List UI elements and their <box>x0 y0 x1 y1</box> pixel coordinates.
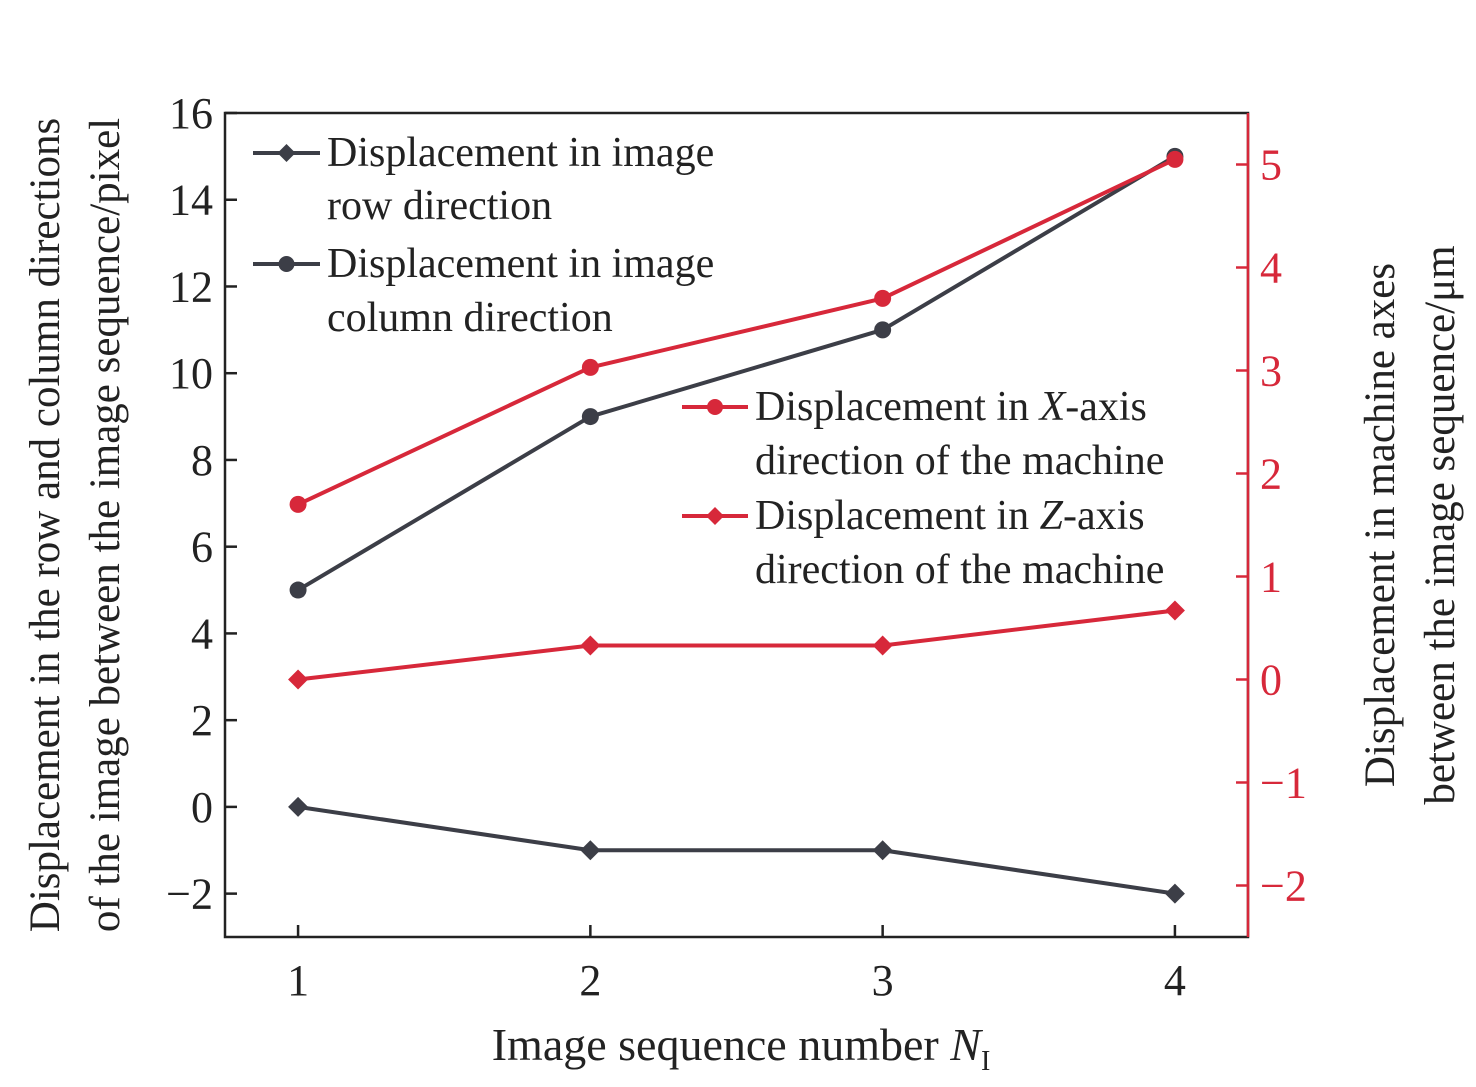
legend-x-axis-label-pre: Displacement in <box>755 384 1040 430</box>
data-point-column-direction <box>874 321 892 339</box>
legend-row-direction-label-line1: Displacement in image <box>327 130 714 176</box>
legend-item-column-direction: Displacement in image column direction <box>253 241 714 341</box>
y-right-tick-label: −2 <box>1260 862 1307 911</box>
y-right-tick-label: 3 <box>1260 347 1282 396</box>
legend-z-axis-label-line1: Displacement in Z-axis <box>755 493 1145 539</box>
y-right-axis-label-line2: between the image sequence/μm <box>1417 245 1464 804</box>
data-point-x-axis-machine <box>289 495 307 513</box>
legend-column-direction-label-line2: column direction <box>327 295 613 341</box>
legend-row-direction-label-line2: row direction <box>327 183 552 229</box>
x-axis-ticks: 1 2 3 4 <box>287 925 1186 1005</box>
y-left-tick-label: 8 <box>191 436 213 485</box>
legend-item-z-axis: Displacement in Z-axis direction of the … <box>682 493 1164 593</box>
y-right-tick-label: 2 <box>1260 450 1282 499</box>
y-left-axis-label-line1: Displacement in the row and column direc… <box>22 118 69 932</box>
data-point-z-axis-machine <box>1164 600 1185 621</box>
data-point-row-direction <box>288 796 309 817</box>
y-left-tick-label: 6 <box>191 523 213 572</box>
legend-x-axis-label-post: -axis <box>1065 384 1147 430</box>
legend-x-axis-label-italic: X <box>1038 384 1068 430</box>
y-left-tick-label: 4 <box>191 609 213 658</box>
y-right-axis-label-line1: Displacement in machine axes <box>1357 263 1404 787</box>
x-axis-label-symbol: N <box>949 1019 983 1070</box>
data-point-column-direction <box>581 408 599 426</box>
y-left-tick-label: 16 <box>169 89 213 138</box>
series-layer <box>288 147 1185 904</box>
y-right-tick-label: 4 <box>1260 244 1282 293</box>
data-point-row-direction <box>872 840 893 861</box>
data-point-row-direction <box>1164 883 1185 904</box>
right-axis-ticks: −2 −1 0 1 2 3 4 5 <box>1236 141 1307 911</box>
legend-z-axis-diamond-marker <box>706 507 724 525</box>
legend-z-axis-label-post: -axis <box>1063 493 1145 539</box>
y-left-axis-label: Displacement in the row and column direc… <box>22 118 129 932</box>
x-axis-label: Image sequence number NI <box>492 1019 991 1077</box>
series-z-axis-machine <box>288 600 1185 690</box>
y-right-tick-label: −1 <box>1260 759 1307 808</box>
left-axis-ticks: −2 0 2 4 6 8 10 12 14 16 <box>166 89 237 919</box>
data-point-column-direction <box>289 581 307 599</box>
y-right-tick-label: 0 <box>1260 656 1282 705</box>
legend-left: Displacement in image row direction Disp… <box>253 130 714 341</box>
series-x-axis-machine <box>289 150 1184 513</box>
y-left-tick-label: 10 <box>169 349 213 398</box>
legend-x-axis-label-line1: Displacement in X-axis <box>755 384 1147 430</box>
y-left-axis-label-line2: of the image between the image sequence/… <box>82 118 129 932</box>
x-tick-label: 4 <box>1164 956 1186 1005</box>
series-line-z-axis-machine <box>297 608 1176 682</box>
legend-column-direction-circle-marker <box>278 256 295 272</box>
x-axis-label-text: Image sequence number <box>492 1019 951 1070</box>
legend-right: Displacement in X-axis direction of the … <box>682 384 1164 593</box>
data-point-z-axis-machine <box>872 635 893 656</box>
series-line-row-direction <box>297 804 1176 896</box>
legend-item-x-axis: Displacement in X-axis direction of the … <box>682 384 1164 484</box>
series-line-column-direction <box>297 154 1176 592</box>
y-right-tick-label: 5 <box>1260 141 1282 190</box>
legend-z-axis-label-italic: Z <box>1040 493 1064 539</box>
x-tick-label: 2 <box>579 956 601 1005</box>
y-left-tick-label: 2 <box>191 696 213 745</box>
x-tick-label: 1 <box>287 956 309 1005</box>
legend-item-row-direction: Displacement in image row direction <box>253 130 714 229</box>
data-point-z-axis-machine <box>288 669 309 690</box>
series-row-direction <box>288 796 1185 904</box>
legend-x-axis-circle-marker <box>707 399 723 415</box>
legend-column-direction-label-line1: Displacement in image <box>327 241 714 287</box>
y-right-axis-label: Displacement in machine axes between the… <box>1357 245 1464 804</box>
y-left-tick-label: −2 <box>166 870 213 919</box>
y-left-tick-label: 0 <box>191 783 213 832</box>
data-point-x-axis-machine <box>581 358 599 376</box>
y-left-tick-label: 12 <box>169 262 213 311</box>
data-point-x-axis-machine <box>874 289 892 307</box>
data-point-z-axis-machine <box>580 635 601 656</box>
y-left-tick-label: 14 <box>169 176 213 225</box>
data-point-x-axis-machine <box>1166 150 1184 168</box>
legend-z-axis-label-pre: Displacement in <box>755 493 1040 539</box>
data-point-row-direction <box>580 840 601 861</box>
x-axis-label-subscript: I <box>981 1046 990 1077</box>
y-right-tick-label: 1 <box>1260 553 1282 602</box>
series-line-x-axis-machine <box>297 157 1176 507</box>
x-tick-label: 3 <box>872 956 894 1005</box>
legend-x-axis-label-line2: direction of the machine <box>755 438 1164 484</box>
legend-z-axis-label-line2: direction of the machine <box>755 547 1164 593</box>
legend-row-direction-diamond-marker <box>277 144 296 162</box>
